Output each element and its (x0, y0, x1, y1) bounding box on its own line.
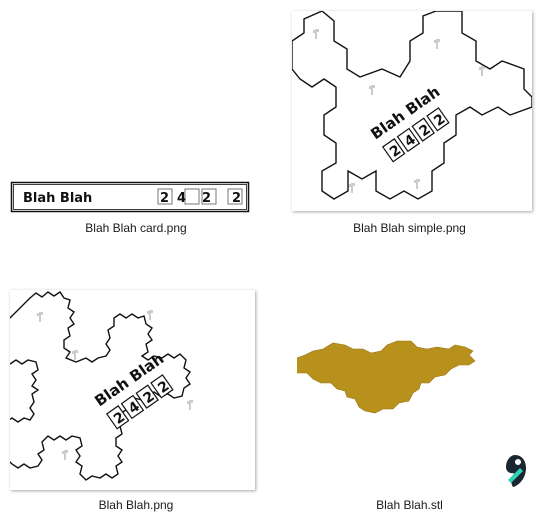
stl-model-shape (297, 340, 476, 414)
file-tile-png[interactable]: Blah Blah 2 4 2 2 Blah Blah.png (0, 260, 272, 523)
file-name-card: Blah Blah card.png (85, 221, 187, 235)
card-title: Blah Blah (23, 191, 92, 206)
file-name-stl: Blah Blah.stl (376, 498, 443, 512)
file-tile-stl[interactable]: Blah Blah.stl (272, 260, 547, 523)
stl-thumbnail (297, 335, 502, 420)
png-gear-outline (10, 291, 191, 481)
file-tile-card[interactable]: Blah Blah 2 4 2 2 Blah Blah card.png (0, 0, 272, 260)
simple-cactus-icons (313, 29, 485, 193)
file-tile-simple[interactable]: Blah Blah 2 4 2 2 Blah Blah simple.png (272, 0, 547, 260)
file-name-png: Blah Blah.png (98, 498, 174, 512)
card-thumbnail: Blah Blah 2 4 2 2 (10, 181, 250, 213)
card-number-2: 4 (177, 191, 186, 206)
simple-hex-outline (292, 11, 532, 200)
card-number-3: 2 (202, 191, 211, 206)
card-number-4: 2 (232, 191, 241, 206)
png-cactus-icons (37, 310, 193, 460)
simple-stat-row: 2 4 2 2 (381, 107, 450, 163)
png-thumbnail: Blah Blah 2 4 2 2 (10, 290, 255, 490)
slicer-app-icon (500, 453, 530, 489)
card-number-1: 2 (160, 191, 169, 206)
card-stat-icons: 2 4 2 2 (157, 188, 243, 206)
simple-thumbnail: Blah Blah 2 4 2 2 (292, 11, 532, 211)
file-name-simple: Blah Blah simple.png (353, 221, 466, 235)
png-stat-row: 2 4 2 2 (105, 374, 174, 430)
